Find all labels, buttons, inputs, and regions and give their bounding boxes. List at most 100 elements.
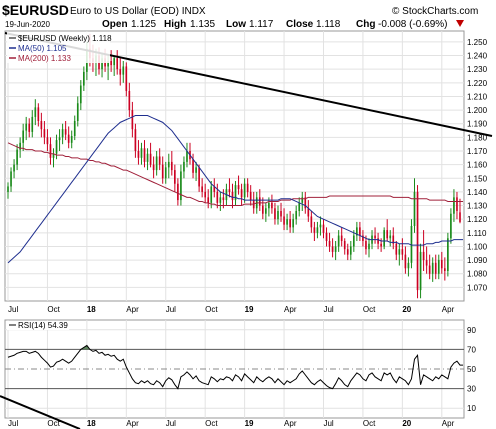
candle: [207, 189, 210, 209]
candle-body: [359, 227, 361, 236]
candle-body: [434, 262, 437, 274]
candle-body: [180, 171, 182, 201]
candle-body: [362, 235, 364, 241]
candle-body: [383, 230, 385, 247]
candle: [352, 230, 355, 252]
candle: [328, 232, 331, 252]
close-value: 1.118: [316, 19, 341, 30]
candle: [313, 221, 316, 241]
candle: [407, 257, 410, 277]
candle: [161, 156, 164, 184]
price-tick-label: 1.140: [467, 188, 488, 197]
candle: [334, 241, 337, 261]
candle-body: [198, 167, 200, 187]
candle-body: [216, 191, 219, 203]
candle-body: [334, 246, 337, 252]
candle: [10, 167, 12, 192]
candle: [216, 183, 219, 209]
candle: [25, 116, 28, 141]
x-tick-label: Apr: [126, 305, 139, 314]
candle-body: [201, 186, 203, 192]
candle: [398, 243, 401, 266]
candle: [131, 101, 134, 138]
candle: [192, 153, 194, 179]
candle: [425, 246, 428, 274]
rsi-tick-label: 10: [467, 404, 476, 413]
candle-body: [265, 208, 267, 214]
candle: [331, 238, 334, 258]
low-label: Low: [226, 19, 246, 30]
candle-body: [301, 197, 304, 203]
candle-body: [295, 211, 298, 220]
candle-body: [443, 268, 446, 271]
candle: [337, 230, 340, 252]
chg-label: Chg: [356, 19, 375, 30]
candle-body: [101, 58, 103, 70]
candle: [410, 219, 413, 269]
candle-body: [240, 189, 243, 198]
candle-body: [79, 85, 82, 104]
candle-body: [374, 235, 376, 239]
candle: [146, 148, 149, 171]
candle: [265, 202, 267, 222]
candle: [346, 243, 349, 261]
candle-body: [292, 219, 294, 228]
candle: [243, 178, 246, 203]
candle-body: [186, 151, 188, 162]
candle-body: [280, 211, 282, 217]
candle: [83, 66, 85, 91]
trendline-lower: [0, 395, 81, 429]
candle: [46, 129, 49, 151]
x-tick-label: Oct: [205, 305, 218, 314]
candle: [322, 219, 325, 239]
candle: [152, 156, 155, 179]
candle-body: [152, 164, 155, 171]
candle-body: [222, 197, 225, 201]
candle: [422, 230, 425, 271]
candle: [434, 254, 437, 280]
candle-body: [286, 219, 288, 225]
candle-body: [204, 191, 207, 198]
candle: [174, 164, 176, 192]
candle-body: [183, 161, 185, 172]
open-value: 1.125: [131, 19, 156, 30]
candle: [134, 123, 137, 158]
candle: [252, 191, 255, 214]
candle-body: [149, 153, 152, 165]
candle-body: [170, 161, 173, 171]
candle: [7, 182, 9, 199]
candle-body: [16, 149, 18, 165]
price-tick-label: 1.150: [467, 174, 488, 183]
candle: [164, 161, 167, 184]
x-tick-label: 19: [245, 305, 254, 314]
legend-ma200: MA(200) 1.133: [18, 54, 71, 63]
x-axis-labels: Jul Jul Oct Oct 18 18 Apr Apr Jul Jul Oct Oct 19 19 Ap…: [8, 305, 455, 428]
candle: [419, 243, 422, 299]
candle-body: [158, 156, 161, 165]
price-tick-label: 1.240: [467, 52, 488, 61]
candle-body: [143, 148, 146, 162]
candle-body: [31, 116, 34, 132]
candle: [307, 200, 310, 222]
candle-body: [167, 161, 170, 168]
candle: [292, 213, 294, 233]
price-tick-label: 1.090: [467, 256, 488, 265]
candle-body: [7, 186, 9, 192]
candle-body: [258, 197, 261, 206]
candle-body: [13, 164, 15, 172]
candle-body: [365, 241, 367, 250]
candle-body: [459, 212, 461, 222]
candle: [49, 137, 52, 165]
candle-body: [43, 129, 46, 138]
rsi-x-tick-label: Apr: [442, 419, 455, 428]
candle-body: [122, 66, 125, 75]
candle: [52, 148, 55, 168]
candle-body: [110, 61, 112, 66]
candle-body: [243, 183, 246, 198]
close-label: Close: [286, 19, 314, 30]
candle: [76, 96, 79, 127]
candle-body: [155, 156, 158, 171]
candle-body: [249, 191, 252, 201]
candle: [43, 121, 46, 145]
candle: [13, 159, 15, 179]
